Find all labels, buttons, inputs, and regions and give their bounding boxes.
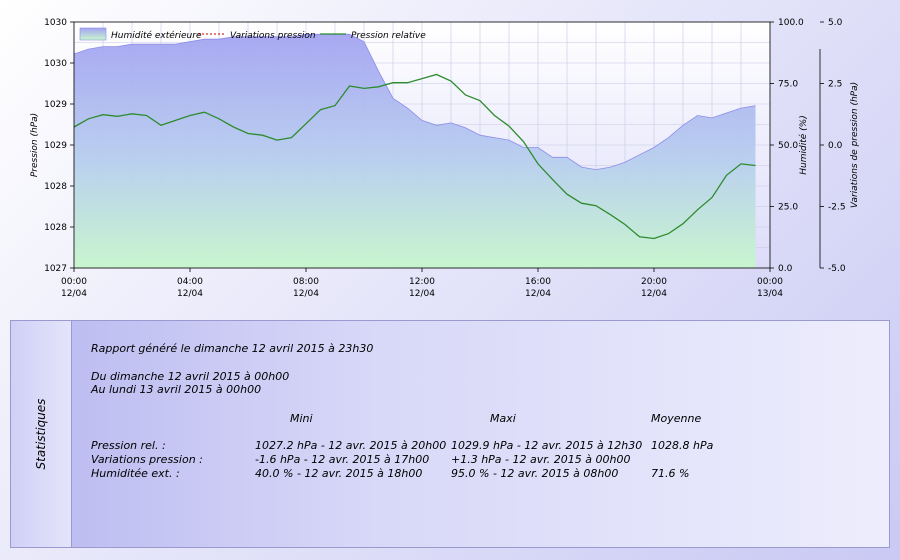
x-tick-date: 12/04 — [641, 289, 667, 299]
y-right-variation-tick-label: 5.0 — [828, 18, 843, 28]
legend-label-pressure: Pression relative — [351, 31, 426, 41]
humidity-area-edge — [73, 33, 756, 171]
statistics-panel: Statistiques Rapport généré le dimanche … — [10, 320, 890, 548]
header-min: Mini — [290, 412, 313, 425]
row-label: Humiditée ext. : — [91, 467, 180, 480]
legend-label-variation: Variations pression — [230, 31, 316, 41]
row-max: +1.3 hPa - 12 avr. 2015 à 00h00 — [451, 453, 631, 466]
row-avg: 1028.8 hPa — [651, 439, 714, 452]
row-min: -1.6 hPa - 12 avr. 2015 à 17h00 — [255, 453, 430, 466]
y-right-variation-axis-title: Variations de pression (hPa) — [850, 82, 860, 208]
x-tick-date: 12/04 — [525, 289, 551, 299]
x-tick-label: 00:00 — [757, 277, 783, 287]
y-left-tick-label: 1027 — [44, 264, 67, 274]
y-left-tick-label: 1028 — [44, 223, 67, 233]
row-label: Pression rel. : — [91, 439, 166, 452]
y-right-humidity-tick-label: 25.0 — [778, 203, 798, 213]
row-max: 95.0 % - 12 avr. 2015 à 08h00 — [451, 467, 619, 480]
report-generated-text: Rapport généré le dimanche 12 avril 2015… — [91, 342, 374, 355]
legend-swatch-humidity — [79, 27, 107, 41]
y-left-tick-label: 1029 — [44, 100, 67, 110]
axes: 00:00 12/04 04:00 12/04 08:00 12/04 12:00 12/04… — [30, 18, 860, 299]
y-right-humidity-tick-label: 50.0 — [778, 141, 798, 151]
row-min: 40.0 % - 12 avr. 2015 à 18h00 — [255, 467, 423, 480]
x-tick-date: 12/04 — [61, 289, 87, 299]
y-left-tick-label: 1029 — [44, 141, 67, 151]
x-tick-label: 08:00 — [293, 277, 319, 287]
weather-chart: 00:00 12/04 04:00 12/04 08:00 12/04 12:00 12/04… — [30, 18, 860, 299]
x-tick-label: 12:00 — [409, 277, 435, 287]
y-right-humidity-tick-label: 75.0 — [778, 80, 798, 90]
x-tick-label: 20:00 — [641, 277, 667, 287]
row-avg: 71.6 % — [651, 467, 690, 480]
x-tick-date: 12/04 — [293, 289, 319, 299]
row-label: Variations pression : — [91, 453, 203, 466]
period-from-text: Du dimanche 12 avril 2015 à 00h00 — [91, 370, 290, 383]
x-tick-date: 13/04 — [757, 289, 783, 299]
x-tick-label: 00:00 — [61, 277, 87, 287]
x-tick-label: 04:00 — [177, 277, 203, 287]
y-right-variation-tick-label: -5.0 — [828, 264, 846, 274]
y-right-variation-tick-label: -2.5 — [828, 203, 846, 213]
x-tick-label: 16:00 — [525, 277, 551, 287]
row-max: 1029.9 hPa - 12 avr. 2015 à 12h30 — [451, 439, 643, 452]
y-left-tick-label: 1028 — [44, 182, 67, 192]
y-right-variation-tick-label: 2.5 — [828, 80, 842, 90]
y-left-tick-label: 1030 — [44, 18, 67, 28]
y-left-axis-title: Pression (hPa) — [30, 113, 40, 177]
statistics-side-title: Statistiques — [34, 398, 48, 470]
y-right-humidity-tick-label: 100.0 — [778, 18, 804, 28]
y-right-humidity-axis-title: Humidité (%) — [798, 115, 809, 174]
humidity-area — [74, 34, 756, 268]
row-min: 1027.2 hPa - 12 avr. 2015 à 20h00 — [255, 439, 447, 452]
statistics-side-tab: Statistiques — [11, 321, 72, 547]
pressure-line-layer — [73, 73, 756, 240]
y-right-variation-tick-label: 0.0 — [828, 141, 843, 151]
pressure-relative-line — [73, 73, 756, 240]
y-right-humidity-tick-label: 0.0 — [778, 264, 793, 274]
humidity-area-layer — [73, 33, 756, 268]
legend-label-humidity: Humidité extérieure — [111, 30, 202, 41]
x-tick-date: 12/04 — [177, 289, 203, 299]
header-max: Maxi — [490, 412, 516, 425]
y-left-tick-label: 1030 — [44, 59, 67, 69]
x-tick-date: 12/04 — [409, 289, 435, 299]
header-avg: Moyenne — [651, 412, 702, 425]
legend: Humidité extérieure Variations pression Pr… — [79, 27, 426, 41]
period-to-text: Au lundi 13 avril 2015 à 00h00 — [91, 383, 262, 396]
